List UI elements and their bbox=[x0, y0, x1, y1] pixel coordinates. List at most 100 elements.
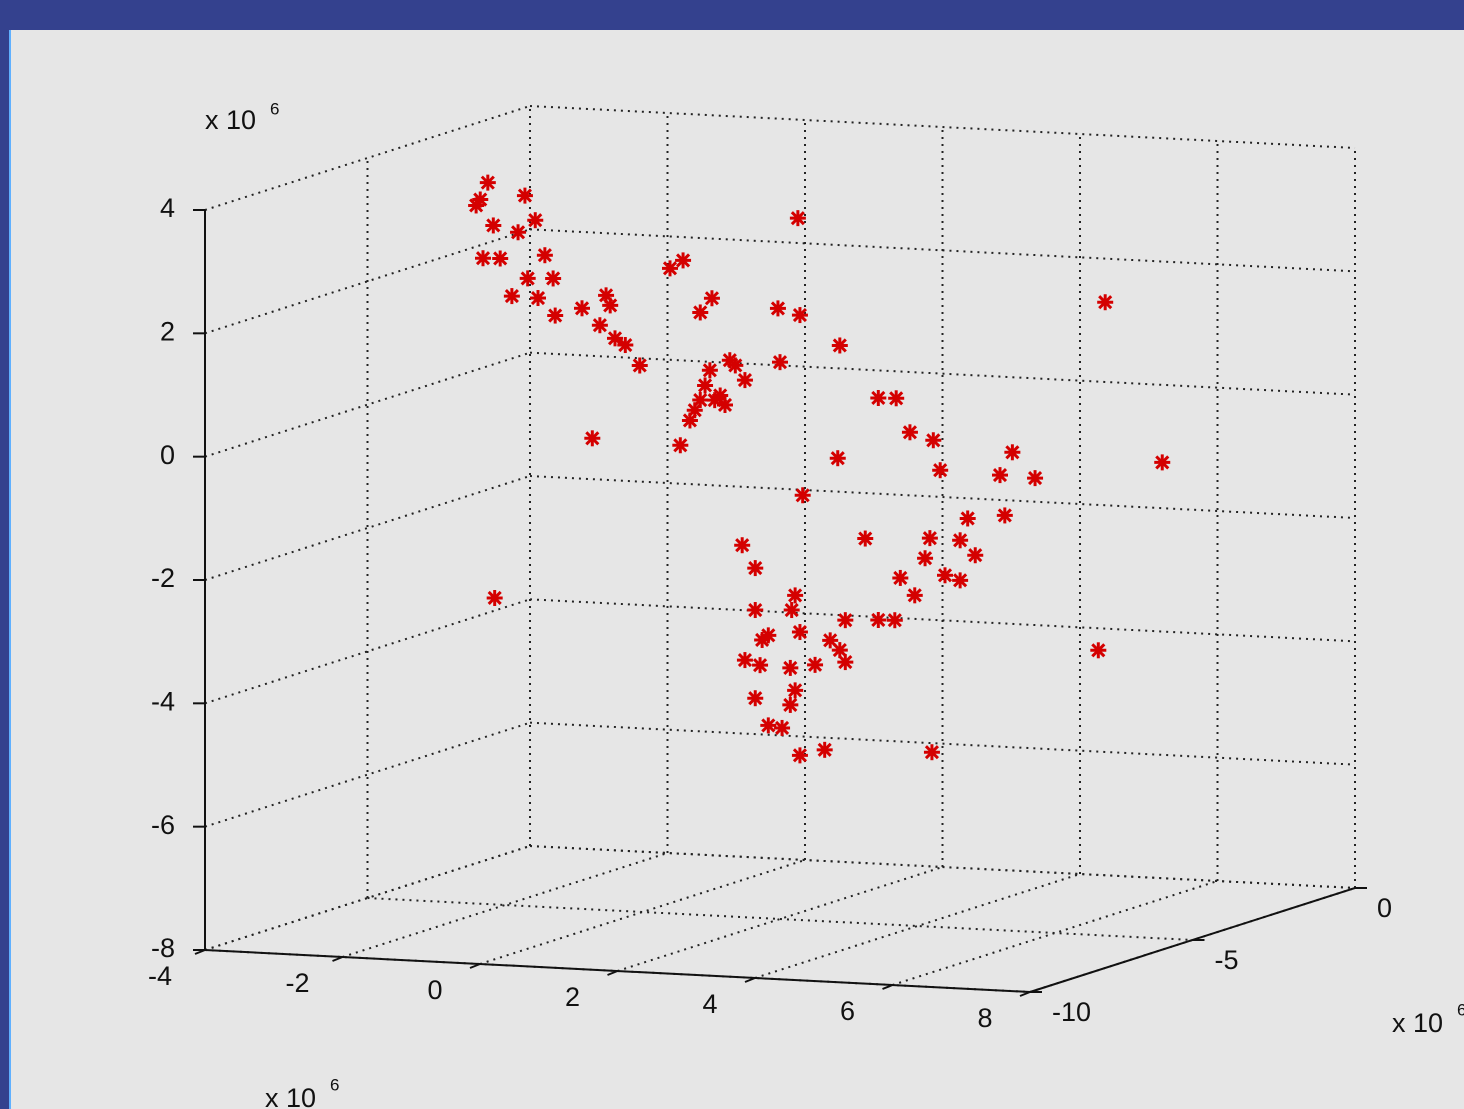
y-multiplier-exponent: 6 bbox=[1457, 1000, 1464, 1019]
x-tick-label: -2 bbox=[285, 968, 309, 998]
point bbox=[774, 719, 791, 736]
point bbox=[472, 191, 489, 208]
asterisk-stroke bbox=[792, 624, 807, 640]
point bbox=[574, 300, 590, 317]
asterisk-stroke bbox=[792, 748, 807, 763]
asterisk-stroke bbox=[735, 538, 750, 553]
y-tick-label: -10 bbox=[1052, 997, 1091, 1027]
z-tick-label: -6 bbox=[151, 810, 175, 840]
x-tick-label: 0 bbox=[427, 975, 442, 1005]
grid-line bbox=[529, 105, 1356, 149]
grid-line bbox=[204, 845, 531, 951]
point bbox=[617, 337, 634, 354]
x-tick bbox=[194, 949, 206, 955]
x-tick-label: 8 bbox=[977, 1003, 992, 1033]
point bbox=[782, 659, 799, 676]
asterisk-stroke bbox=[832, 338, 847, 353]
asterisk-stroke bbox=[858, 531, 873, 546]
point bbox=[787, 682, 804, 699]
point bbox=[736, 652, 753, 669]
asterisk-stroke bbox=[808, 657, 823, 672]
asterisk-stroke bbox=[775, 720, 790, 735]
grid-line bbox=[367, 897, 1193, 941]
asterisk-stroke bbox=[693, 305, 708, 320]
point bbox=[536, 247, 553, 264]
asterisk-stroke bbox=[783, 697, 798, 712]
x-tick-label: -4 bbox=[148, 961, 172, 991]
asterisk-stroke bbox=[997, 508, 1012, 523]
point bbox=[791, 747, 808, 764]
asterisk-stroke bbox=[953, 573, 968, 588]
point bbox=[734, 537, 751, 554]
x-multiplier: x 10 bbox=[265, 1083, 316, 1109]
asterisk-stroke bbox=[682, 413, 697, 428]
asterisk-stroke bbox=[783, 660, 798, 675]
point bbox=[917, 550, 934, 567]
point bbox=[1097, 294, 1114, 311]
grid-line bbox=[529, 598, 1356, 643]
z-tick-label: -8 bbox=[151, 933, 175, 963]
grid-line bbox=[529, 228, 1356, 273]
point bbox=[837, 612, 854, 629]
asterisk-stroke bbox=[830, 451, 845, 466]
point bbox=[485, 217, 502, 234]
asterisk-stroke bbox=[960, 511, 975, 526]
point bbox=[1090, 642, 1107, 659]
point bbox=[791, 624, 808, 641]
asterisk-stroke bbox=[676, 253, 691, 268]
point bbox=[591, 317, 608, 334]
asterisk-stroke bbox=[480, 175, 495, 190]
point bbox=[662, 260, 678, 277]
asterisk-stroke bbox=[926, 433, 941, 448]
asterisk-stroke bbox=[520, 271, 535, 286]
point bbox=[959, 510, 976, 527]
point bbox=[681, 412, 698, 429]
y-tick-label: -5 bbox=[1215, 945, 1239, 975]
point bbox=[503, 288, 520, 305]
point bbox=[992, 467, 1008, 484]
point bbox=[602, 297, 619, 314]
point bbox=[675, 252, 692, 269]
grid-line bbox=[529, 475, 1356, 519]
point bbox=[967, 547, 984, 564]
point bbox=[692, 304, 709, 321]
point bbox=[736, 372, 753, 389]
title-bar bbox=[0, 0, 1464, 30]
asterisk-stroke bbox=[748, 691, 763, 706]
grid-line bbox=[617, 866, 943, 972]
asterisk-stroke bbox=[902, 425, 917, 440]
z-tick-label: 2 bbox=[160, 316, 175, 346]
asterisk-stroke bbox=[673, 438, 688, 453]
asterisk-stroke bbox=[618, 337, 633, 353]
point bbox=[697, 377, 714, 394]
asterisk-stroke bbox=[795, 488, 810, 503]
asterisk-stroke bbox=[517, 188, 532, 203]
grid-line bbox=[204, 721, 531, 828]
x-tick bbox=[469, 963, 481, 969]
asterisk-stroke bbox=[922, 531, 937, 546]
grid-line bbox=[204, 351, 531, 458]
asterisk-stroke bbox=[702, 363, 717, 378]
point bbox=[816, 741, 833, 758]
point bbox=[530, 290, 546, 307]
asterisk-stroke bbox=[871, 390, 886, 406]
x-tick bbox=[744, 977, 756, 983]
point bbox=[782, 696, 799, 713]
asterisk-stroke bbox=[788, 588, 803, 603]
z-multiplier: x 10 bbox=[205, 105, 256, 135]
asterisk-stroke bbox=[632, 358, 647, 373]
grid-line bbox=[479, 859, 806, 965]
point bbox=[996, 507, 1013, 524]
point bbox=[857, 530, 874, 547]
asterisk-stroke bbox=[737, 653, 752, 668]
asterisk-stroke bbox=[717, 397, 733, 413]
point bbox=[486, 589, 503, 606]
asterisk-stroke bbox=[546, 271, 561, 286]
asterisk-stroke bbox=[698, 378, 713, 393]
asterisk-stroke bbox=[953, 533, 968, 548]
asterisk-stroke bbox=[585, 431, 600, 446]
point bbox=[510, 224, 527, 241]
point bbox=[921, 530, 938, 547]
z-tick-label: -2 bbox=[151, 563, 175, 593]
